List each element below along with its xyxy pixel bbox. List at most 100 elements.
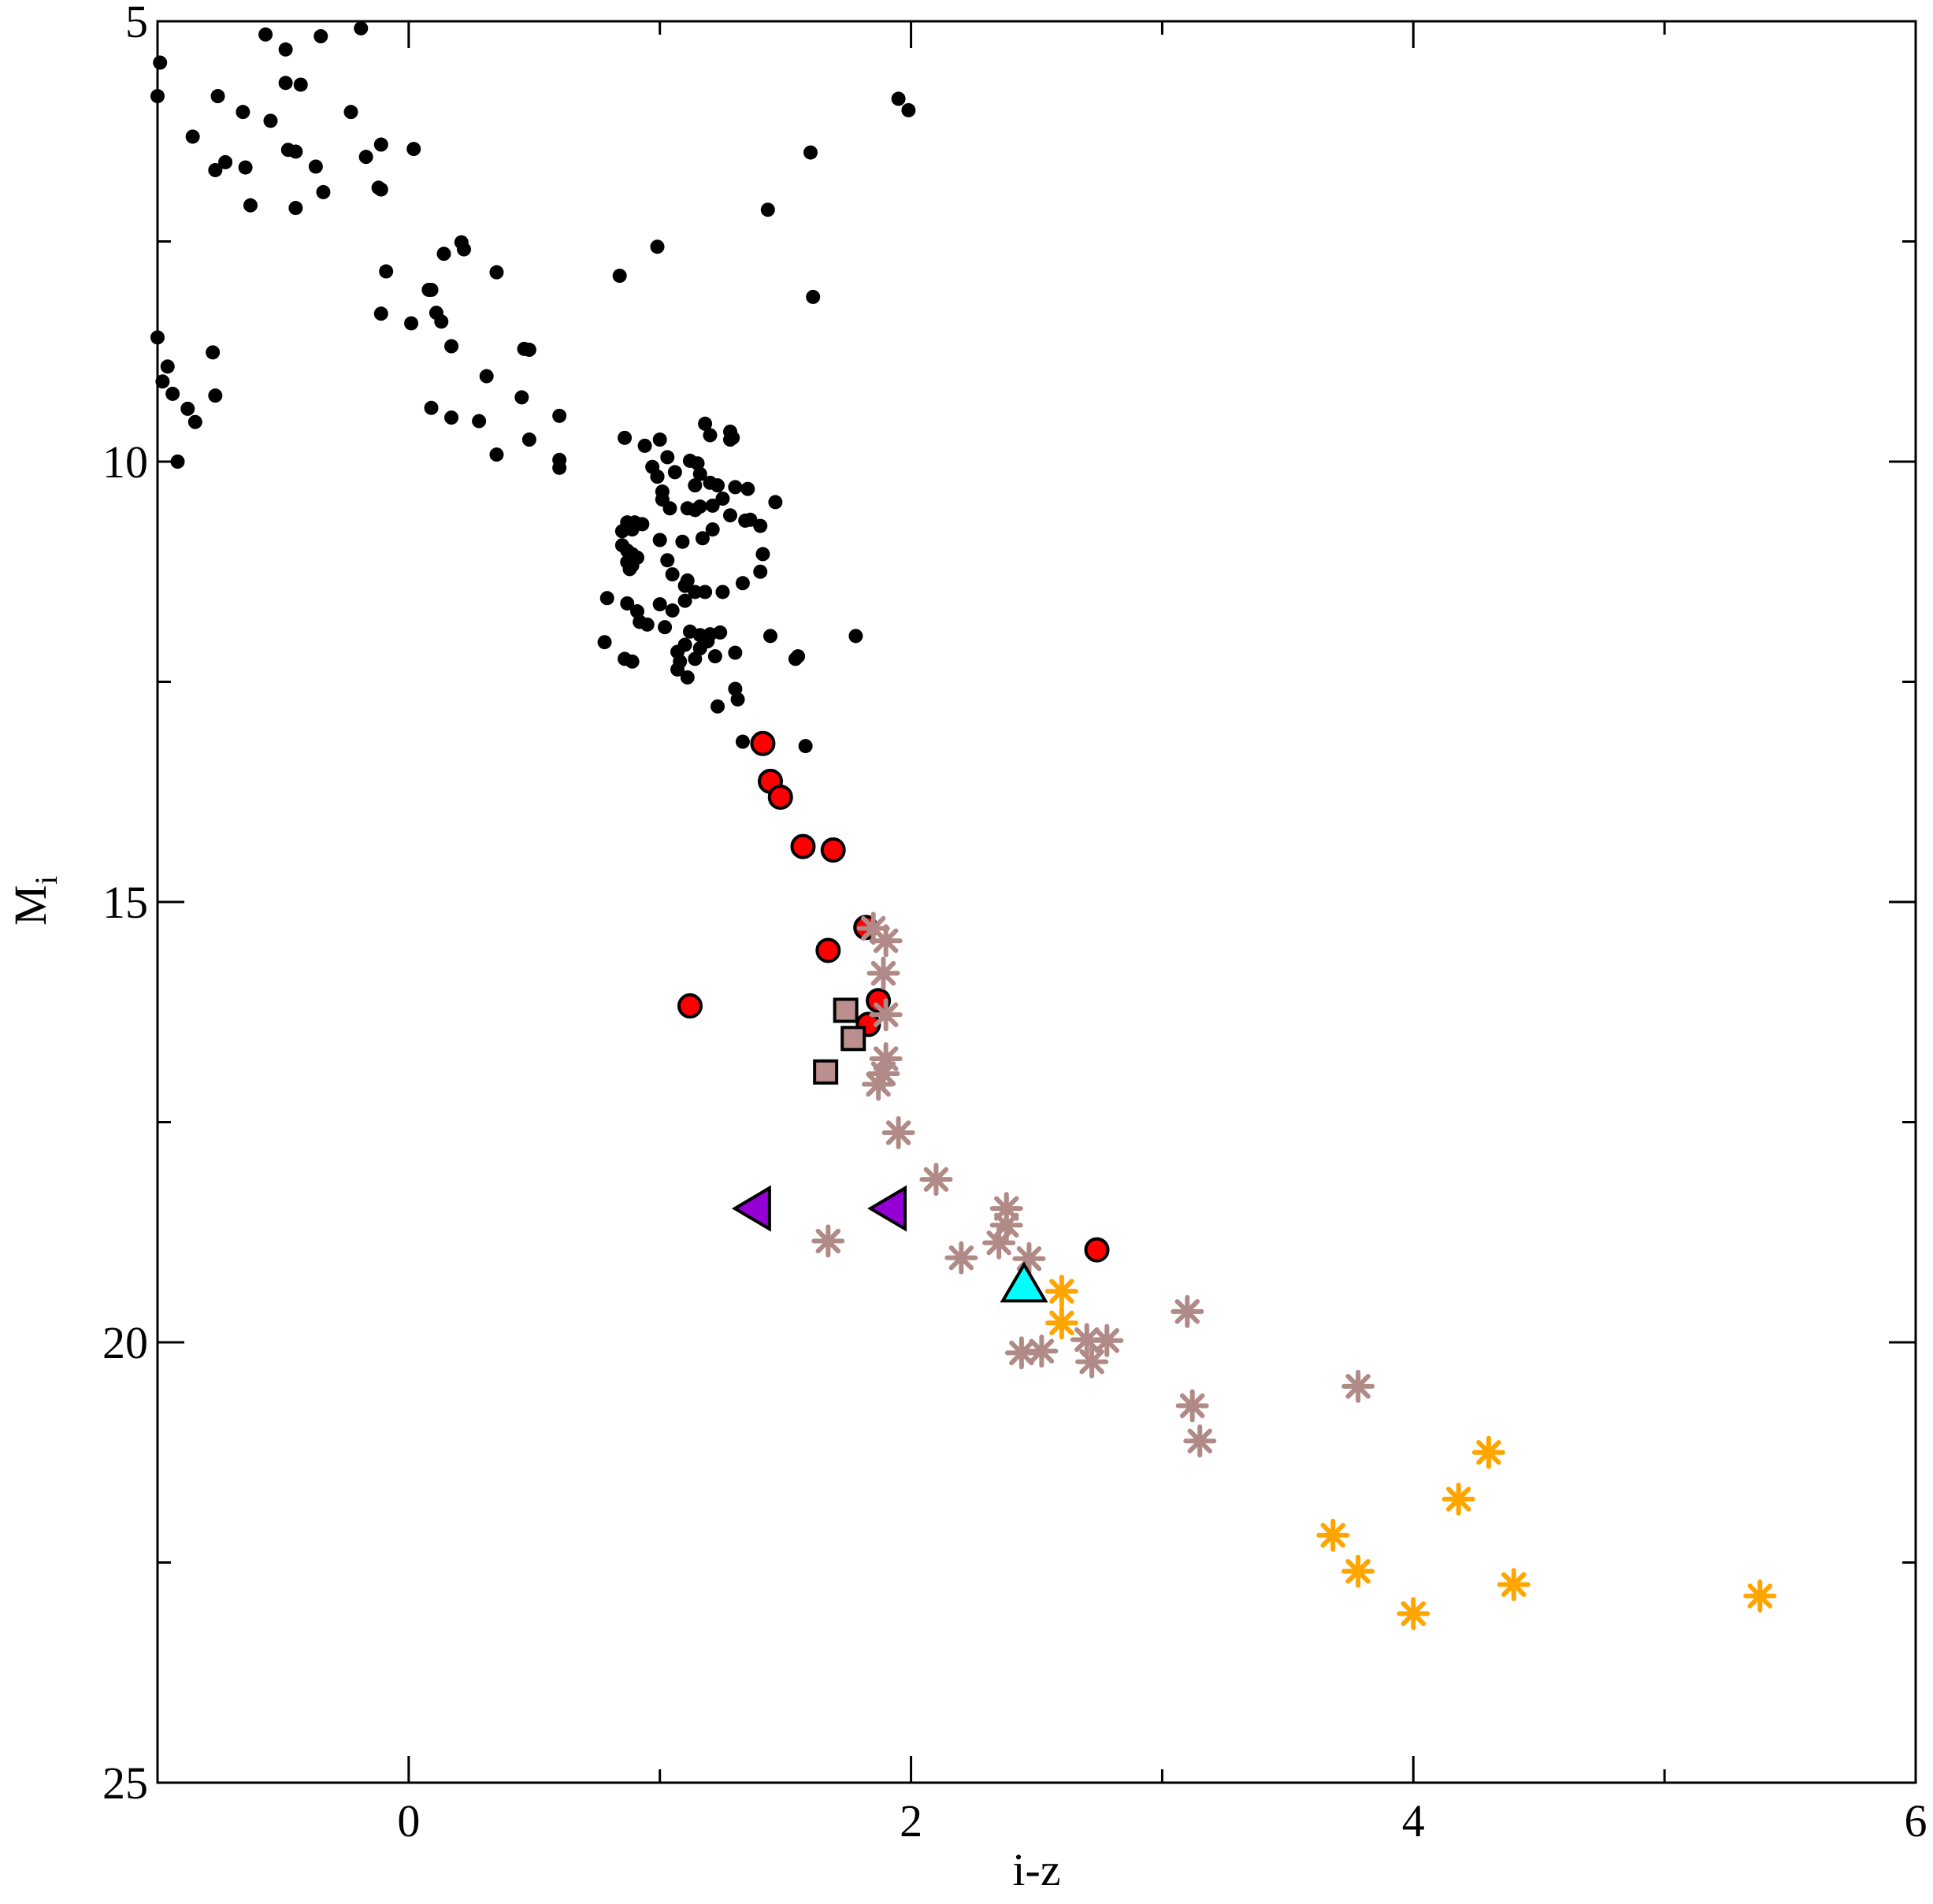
tick-labels: 0 2 4 6 5 10 15 20 25 — [102, 0, 1927, 1846]
data-point — [308, 159, 323, 174]
data-point — [373, 137, 388, 152]
data-point — [238, 160, 253, 175]
data-point — [358, 150, 373, 165]
data-point — [670, 662, 685, 677]
x-tick-label: 6 — [1905, 1795, 1927, 1846]
asterisk-stroke — [986, 1230, 1011, 1256]
data-point — [650, 470, 665, 484]
data-point — [695, 531, 710, 546]
data-point — [675, 534, 690, 549]
asterisk-stroke — [1401, 1601, 1427, 1627]
data-point — [813, 1059, 839, 1085]
data-point — [153, 55, 168, 70]
data-point — [1171, 1294, 1204, 1328]
data-point — [660, 553, 675, 568]
data-point — [692, 641, 707, 656]
data-point — [1471, 1435, 1505, 1469]
asterisk-stroke — [1179, 1393, 1205, 1419]
asterisk-stroke — [870, 960, 896, 986]
data-point — [373, 182, 388, 197]
data-point — [1175, 1389, 1209, 1423]
data-point — [680, 501, 695, 516]
asterisk-stroke — [1747, 1583, 1773, 1609]
data-point — [165, 386, 180, 401]
asterisk-stroke — [1345, 1558, 1371, 1584]
data-point — [688, 585, 703, 599]
data-point — [722, 508, 737, 523]
data-point — [1090, 1323, 1124, 1357]
data-point — [314, 29, 328, 44]
data-point — [263, 113, 278, 128]
data-point — [798, 739, 813, 754]
data-point — [444, 410, 459, 425]
data-point — [278, 76, 293, 91]
asterisk-stroke — [1187, 1428, 1212, 1453]
data-point — [293, 77, 308, 92]
asterisk-stroke — [861, 915, 886, 941]
data-point — [489, 447, 504, 462]
data-point — [288, 144, 303, 159]
data-point — [840, 1026, 866, 1052]
data-point — [218, 154, 233, 169]
data-point — [472, 414, 487, 429]
data-point — [436, 247, 451, 262]
data-point — [740, 481, 755, 496]
data-point — [373, 306, 388, 321]
data-point — [618, 430, 633, 445]
data-point — [1341, 1554, 1375, 1588]
asterisk-stroke — [1174, 1299, 1200, 1324]
data-point — [982, 1226, 1016, 1260]
data-point — [735, 734, 750, 749]
x-axis-label: i-z — [1012, 1844, 1060, 1895]
data-point — [424, 282, 439, 297]
data-point — [767, 784, 793, 810]
data-point — [208, 388, 223, 403]
data-point — [760, 202, 775, 217]
data-point — [180, 401, 195, 416]
data-point — [869, 924, 903, 958]
asterisk-stroke — [873, 1046, 899, 1071]
y-axis-label-subscript: i — [28, 876, 64, 885]
asterisk-stroke — [873, 928, 899, 953]
data-point — [731, 1185, 771, 1232]
data-point — [848, 629, 863, 644]
data-point — [728, 480, 743, 495]
y-tick-label: 20 — [102, 1317, 148, 1368]
data-point — [730, 692, 745, 707]
data-point — [406, 142, 421, 157]
data-point — [552, 460, 567, 475]
data-point — [288, 201, 303, 216]
asterisk-stroke — [866, 1071, 891, 1097]
asterisk-stroke — [1094, 1328, 1120, 1353]
asterisk-stroke — [1009, 1340, 1034, 1366]
asterisk-stroke — [1476, 1440, 1501, 1465]
data-point — [707, 649, 722, 664]
data-point — [665, 567, 680, 582]
data-point — [788, 651, 803, 666]
data-point — [989, 1192, 1023, 1226]
y-tick-label: 10 — [102, 436, 148, 488]
y-axis-label-main: M — [5, 885, 56, 926]
data-point — [738, 513, 753, 528]
data-point — [722, 432, 737, 447]
data-point — [710, 478, 725, 493]
y-tick-label: 15 — [102, 877, 148, 928]
data-point — [1341, 1369, 1375, 1403]
asterisk-stroke — [1049, 1310, 1074, 1336]
data-point — [1441, 1483, 1475, 1516]
asterisk-stroke — [1345, 1374, 1371, 1399]
data-point — [753, 518, 768, 533]
data-point — [278, 42, 293, 57]
data-point — [444, 339, 459, 354]
data-point — [867, 1185, 907, 1232]
data-point — [688, 651, 703, 666]
data-point — [652, 533, 667, 547]
x-tick-label: 0 — [397, 1795, 420, 1846]
data-point — [763, 629, 778, 644]
data-point — [652, 432, 667, 447]
data-point — [379, 264, 394, 279]
data-point — [866, 956, 900, 990]
data-point — [479, 369, 494, 384]
data-point — [790, 833, 816, 859]
